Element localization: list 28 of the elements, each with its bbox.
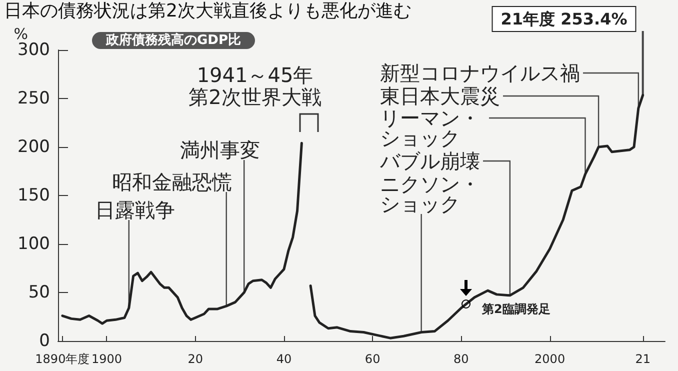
chart-title: 日本の債務状況は第2次大戦直後よりも悪化が進む	[4, 0, 412, 22]
x-tick-label: 1890年度	[35, 352, 90, 366]
y-tick-label: 250	[18, 88, 50, 108]
annotation: 満州事変	[180, 138, 260, 162]
annotation: 第2次世界大戦	[188, 85, 322, 109]
y-tick-label: 0	[39, 331, 50, 351]
y-tick-label: 150	[18, 186, 50, 206]
y-tick-label: 200	[18, 137, 50, 157]
annotation: 日露戦争	[95, 198, 175, 222]
x-tick-label: 80	[454, 352, 469, 366]
annotation: 第2臨調発足	[481, 302, 550, 316]
x-tick-label: 40	[276, 352, 292, 366]
x-tick-label: 1900	[91, 352, 122, 366]
annotation: ニクソン・ショック	[380, 172, 480, 216]
x-tick-label: 21	[635, 352, 650, 366]
y-tick-label: 100	[18, 234, 50, 254]
annotation: リーマン・ショック	[380, 106, 480, 150]
annotation: 東日本大震災	[380, 84, 500, 108]
x-tick-label: 20	[188, 352, 203, 366]
y-tick-label: 50	[28, 282, 50, 302]
annotation: 昭和金融恐慌	[112, 170, 232, 194]
annotation: 1941～45年	[196, 63, 314, 87]
annotation: 21年度 253.4%	[500, 10, 628, 28]
x-tick-label: 60	[364, 352, 380, 366]
annotation: バブル崩壊	[379, 149, 480, 173]
x-tick-label: 2000	[534, 352, 566, 366]
annotation: 新型コロナウイルス禍	[380, 61, 580, 85]
chart-subtitle: 政府債務残高のGDP比	[105, 32, 241, 48]
